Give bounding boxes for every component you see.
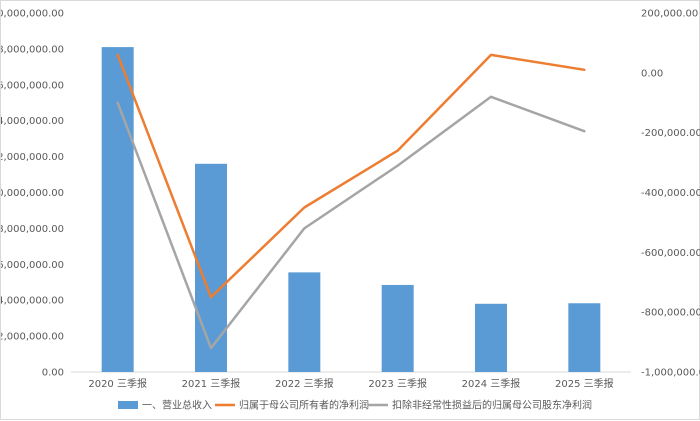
bar	[288, 272, 321, 372]
left-tick-label: 0.00	[42, 368, 64, 379]
left-axis: 0.00 2,000,000.00 4,000,000.00 6,000,000.00…	[1, 9, 64, 379]
x-tick-label: 2023 三季报	[368, 377, 427, 390]
legend-label: 扣除非经常性损益后的归属母公司股东净利润	[392, 399, 592, 412]
left-tick-label: 18,000,000.00	[1, 44, 64, 55]
x-tick-label: 2025 三季报	[555, 377, 614, 390]
legend-swatch	[118, 401, 138, 409]
legend-label: 一、营业总收入	[142, 399, 212, 412]
right-tick-label: 200,000.00	[641, 9, 698, 20]
right-tick-label: 0.00	[641, 68, 663, 79]
left-tick-label: 4,000,000.00	[1, 296, 64, 307]
x-tick-label: 2021 三季报	[182, 377, 241, 390]
left-tick-label: 12,000,000.00	[1, 152, 64, 163]
series-line	[116, 53, 586, 299]
right-axis: -1,000,000.00 -800,000.00 -600,000.00 -400,…	[641, 9, 700, 379]
bar-series	[101, 47, 601, 372]
x-tick-label: 2024 三季报	[462, 377, 521, 390]
category-labels: 2020 三季报 2021 三季报 2022 三季报 2023 三季报 2024 三季报…	[88, 377, 613, 390]
right-tick-label: -600,000.00	[641, 248, 700, 259]
bar	[568, 303, 601, 372]
x-tick-label: 2020 三季报	[88, 377, 147, 390]
right-tick-label: -1,000,000.00	[641, 368, 700, 379]
left-tick-label: 6,000,000.00	[1, 260, 64, 271]
left-tick-label: 8,000,000.00	[1, 224, 64, 235]
series-line	[116, 95, 586, 350]
x-tick-label: 2022 三季报	[275, 377, 334, 390]
left-tick-label: 2,000,000.00	[1, 332, 64, 343]
right-tick-label: -800,000.00	[641, 308, 700, 319]
right-tick-label: -200,000.00	[641, 128, 700, 139]
right-tick-label: -400,000.00	[641, 188, 700, 199]
bar	[475, 303, 507, 372]
left-tick-label: 10,000,000.00	[1, 188, 64, 199]
left-tick-label: 16,000,000.00	[1, 80, 64, 91]
legend: 一、营业总收入 归属于母公司所有者的净利润 扣除非经常性损益后的归属母公司股东净利润	[118, 399, 592, 412]
bar	[381, 284, 414, 372]
left-tick-label: 20,000,000.00	[1, 9, 64, 20]
line-series	[116, 53, 586, 350]
bar	[101, 47, 134, 372]
legend-label: 归属于母公司所有者的净利润	[239, 399, 369, 412]
left-tick-label: 14,000,000.00	[1, 116, 64, 127]
